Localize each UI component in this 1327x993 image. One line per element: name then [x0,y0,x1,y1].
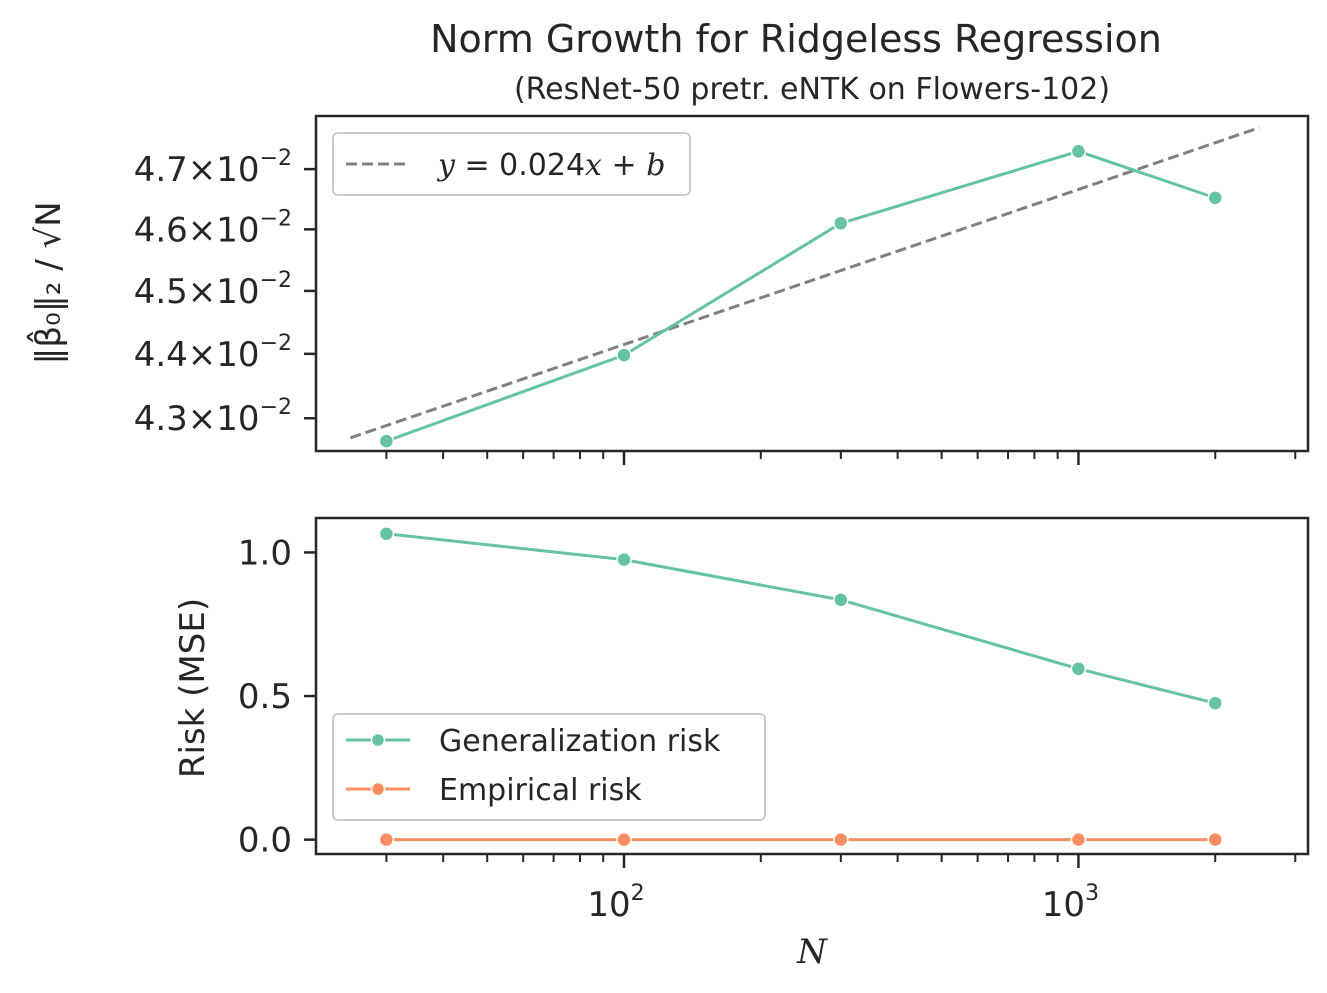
bottom-legend: Generalization risk Empirical risk [332,713,766,821]
bottom-x-ticks: 102 103 [385,854,1297,925]
top-ytick-label: 4.7×10−2 [134,146,292,190]
top-ytick-label: 4.6×10−2 [134,206,292,250]
xtick-label: 102 [587,881,644,925]
bottom-panel: 0.0 0.5 1.0 102 103 Risk (MSE) N Generaliza… [173,516,1310,972]
fit-line [349,126,1260,440]
x-axis-label: N [796,932,828,972]
top-axes-frame [314,114,1310,453]
bottom-ytick-label: 0.0 [238,821,292,861]
bottom-y-axis-label: Risk (MSE) [173,598,213,778]
fit-line-legend-label: y = 0.024x + b [436,148,665,183]
xtick-label: 103 [1042,881,1099,925]
fit-label-b: b [646,148,665,183]
bottom-ytick-label: 0.5 [238,677,292,717]
emp-risk-legend-label: Empirical risk [439,773,642,808]
emp-risk-point [616,831,632,848]
emp-risk-point [1070,831,1087,848]
bottom-legend-box [332,713,766,821]
top-ytick-label: 4.3×10−2 [134,395,292,439]
top-y-ticks: 4.3×10−2 4.4×10−2 4.5×10−2 4.6×10−2 4.7×10−2 [134,146,316,439]
bottom-ytick-label: 1.0 [238,533,292,573]
fit-label-eq: = 0.024 [455,148,585,183]
top-x-ticks [385,451,1297,465]
gen-risk-line [386,532,1216,705]
norm-point [616,347,632,363]
top-plot-area [349,126,1260,449]
bottom-y-ticks: 0.0 0.5 1.0 [238,533,316,861]
chart-title: Norm Growth for Ridgeless Regression [430,17,1162,61]
fit-label-x: x [585,148,602,183]
emp-risk-point [833,831,849,848]
gen-risk-point [1207,695,1223,711]
norm-point [378,433,395,449]
emp-risk-point [1207,831,1223,848]
emp-risk-legend-marker [370,781,386,797]
top-ytick-label: 4.5×10−2 [134,268,292,312]
top-ytick-label: 4.4×10−2 [134,331,292,375]
top-legend: y = 0.024x + b [332,132,691,196]
gen-risk-point [1070,661,1087,677]
top-y-axis-label: ‖β̂₀‖₂ / √N [27,201,69,364]
gen-risk-point [833,592,849,608]
gen-risk-point [378,526,395,542]
norm-point [833,215,849,232]
norm-point [1207,190,1223,206]
bottom-axes-frame [314,516,1310,856]
gen-risk-point [616,551,632,568]
gen-risk-legend-label: Generalization risk [439,724,721,759]
fit-label-plus: + [602,148,646,183]
top-panel: 4.3×10−2 4.4×10−2 4.5×10−2 4.6×10−2 4.7×10−2… [27,114,1310,465]
emp-risk-point [378,831,395,848]
fit-label-y: y [436,148,456,183]
chart-subtitle: (ResNet-50 pretr. eNTK on Flowers-102) [514,72,1110,107]
gen-risk-legend-marker [370,732,386,748]
top-legend-box [332,132,691,196]
norm-point [1070,143,1087,160]
bottom-plot-area [378,526,1223,848]
